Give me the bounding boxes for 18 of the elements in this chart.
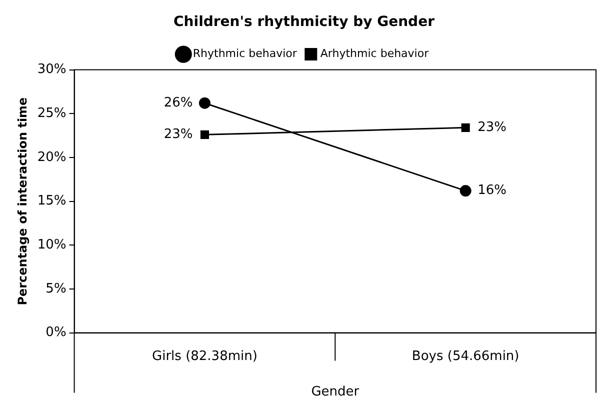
x-tick-label: Boys (54.66min) (412, 348, 520, 364)
legend-label: Rhythmic behavior (192, 47, 298, 60)
y-tick-label: 20% (37, 150, 66, 165)
data-label: 26% (164, 95, 193, 110)
x-tick-label: Girls (82.38min) (152, 348, 258, 364)
data-label: 23% (164, 127, 193, 142)
chart-title: Children's rhythmicity by Gender (174, 14, 435, 30)
legend-label: Arhythmic behavior (320, 47, 430, 60)
x-axis-title: Gender (311, 384, 360, 400)
data-label: 16% (478, 183, 506, 198)
y-tick-label: 0% (46, 325, 66, 340)
y-axis-title: Percentage of interaction time (15, 97, 30, 306)
y-tick-label: 15% (37, 194, 66, 209)
y-tick-label: 25% (37, 106, 66, 122)
y-tick-label: 30% (37, 62, 66, 78)
y-tick-label: 5% (46, 281, 66, 296)
y-tick-label: 10% (37, 238, 66, 253)
data-label: 23% (478, 120, 506, 136)
